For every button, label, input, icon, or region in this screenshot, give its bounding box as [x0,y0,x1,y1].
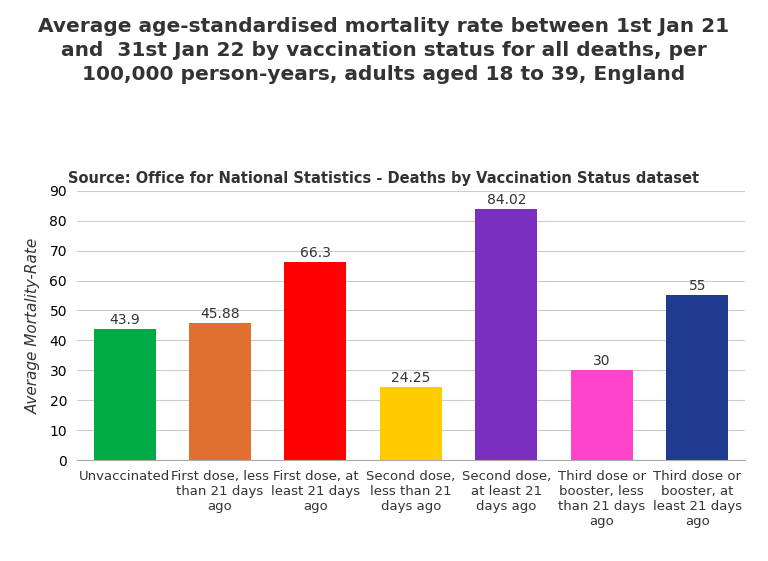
Bar [380,388,442,460]
Bar [571,370,633,460]
Bar [189,323,251,460]
Text: 66.3: 66.3 [300,246,331,260]
Bar [475,209,538,460]
Text: 45.88: 45.88 [200,307,240,321]
Text: 30: 30 [593,354,611,368]
Text: 24.25: 24.25 [391,371,431,385]
Text: 55: 55 [688,279,706,293]
Y-axis label: Average Mortality-Rate: Average Mortality-Rate [26,237,41,413]
Text: 43.9: 43.9 [109,312,140,327]
Text: Source: Office for National Statistics - Deaths by Vaccination Status dataset: Source: Office for National Statistics -… [68,171,700,186]
Text: Average age-standardised mortality rate between 1st Jan 21
and  31st Jan 22 by v: Average age-standardised mortality rate … [38,17,730,84]
Text: 84.02: 84.02 [487,192,526,206]
Bar [284,261,346,460]
Bar [94,329,156,460]
Bar [666,296,728,460]
